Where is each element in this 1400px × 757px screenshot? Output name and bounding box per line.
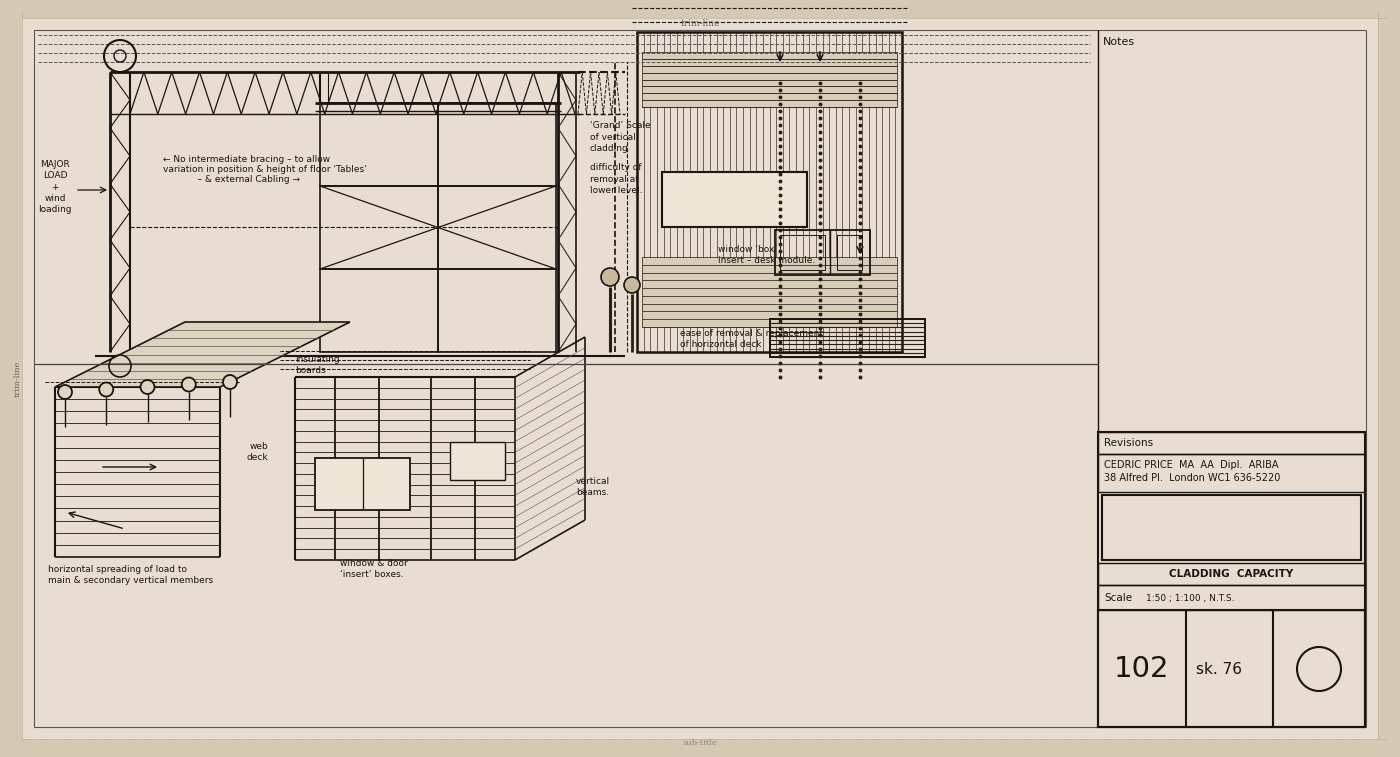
Text: horizontal spreading of load to
main & secondary vertical members: horizontal spreading of load to main & s… [48,565,213,585]
Polygon shape [55,322,350,387]
Bar [780,235,825,270]
Bar [1098,610,1365,727]
Bar [438,269,556,352]
Text: window ‘box’
insert – desk module.: window ‘box’ insert – desk module. [718,245,815,265]
Text: Revisions: Revisions [1105,438,1154,448]
Text: CEDRIC PRICE  MA  AA  Dipl.  ARIBA: CEDRIC PRICE MA AA Dipl. ARIBA [1105,460,1278,470]
Text: vertical
beams.: vertical beams. [575,477,610,497]
Text: trim-line: trim-line [680,20,720,29]
Bar [321,269,438,352]
Bar [1102,495,1361,560]
Bar [438,103,556,186]
Text: insulating
boards: insulating boards [295,355,340,375]
Text: sk. 76: sk. 76 [1196,662,1242,677]
Text: variation in position & height of floor ‘Tables’: variation in position & height of floor … [162,164,367,173]
Bar [321,186,438,269]
Circle shape [140,380,154,394]
Circle shape [601,268,619,286]
Text: window & door
‘insert’ boxes.: window & door ‘insert’ boxes. [340,559,407,579]
Bar [1098,432,1365,454]
Text: ‘Grand’ Scale
of vertical
cladding: ‘Grand’ Scale of vertical cladding [589,121,651,153]
Circle shape [182,378,196,391]
Bar [315,458,410,510]
Bar [1098,563,1365,585]
Text: Notes: Notes [1103,37,1135,47]
Bar [438,186,556,269]
Bar [321,103,438,186]
Text: CLADDING  CAPACITY: CLADDING CAPACITY [1169,569,1294,579]
Bar [1098,432,1365,727]
Text: ← No intermediate bracing – to allow: ← No intermediate bracing – to allow [162,154,330,164]
Bar [643,52,897,107]
Circle shape [223,375,237,389]
Bar [643,257,897,327]
Text: ease of removal & replacement
of horizontal deck: ease of removal & replacement of horizon… [680,329,823,349]
Bar [837,235,862,270]
Bar [637,32,902,352]
Bar [449,442,505,480]
Bar [1098,454,1365,492]
Bar [770,319,925,357]
Bar [662,172,806,227]
Circle shape [99,382,113,397]
Bar [1098,585,1365,610]
Text: 1:50 ; 1:100 , N.T.S.: 1:50 ; 1:100 , N.T.S. [1147,593,1235,603]
Text: difficulty of
removal at
lower level.: difficulty of removal at lower level. [589,163,643,195]
Text: trim-line: trim-line [14,361,22,397]
Circle shape [57,385,71,399]
Text: Scale: Scale [1105,593,1133,603]
Text: 38 Alfred Pl.  London WC1 636-5220: 38 Alfred Pl. London WC1 636-5220 [1105,473,1281,483]
Text: web
deck: web deck [246,442,267,463]
Text: MAJOR
LOAD
+
wind
loading: MAJOR LOAD + wind loading [38,160,71,214]
Text: sub-title: sub-title [683,739,717,747]
Text: – & external Cabling →: – & external Cabling → [162,175,300,183]
Bar [776,230,869,275]
Circle shape [624,277,640,293]
Text: 102: 102 [1114,655,1170,683]
